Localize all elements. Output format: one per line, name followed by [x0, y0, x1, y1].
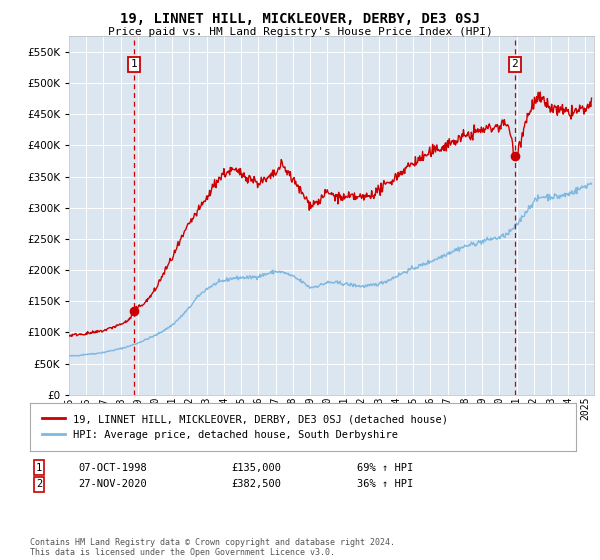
Text: 19, LINNET HILL, MICKLEOVER, DERBY, DE3 0SJ: 19, LINNET HILL, MICKLEOVER, DERBY, DE3 … — [120, 12, 480, 26]
Legend: 19, LINNET HILL, MICKLEOVER, DERBY, DE3 0SJ (detached house), HPI: Average price: 19, LINNET HILL, MICKLEOVER, DERBY, DE3 … — [38, 410, 452, 444]
Text: 69% ↑ HPI: 69% ↑ HPI — [357, 463, 413, 473]
Text: Contains HM Land Registry data © Crown copyright and database right 2024.
This d: Contains HM Land Registry data © Crown c… — [30, 538, 395, 557]
Text: 1: 1 — [36, 463, 42, 473]
Text: 27-NOV-2020: 27-NOV-2020 — [78, 479, 147, 489]
Text: £382,500: £382,500 — [231, 479, 281, 489]
Text: 1: 1 — [131, 59, 137, 69]
Text: 07-OCT-1998: 07-OCT-1998 — [78, 463, 147, 473]
Text: £135,000: £135,000 — [231, 463, 281, 473]
Text: 36% ↑ HPI: 36% ↑ HPI — [357, 479, 413, 489]
Text: Price paid vs. HM Land Registry's House Price Index (HPI): Price paid vs. HM Land Registry's House … — [107, 27, 493, 37]
Text: 2: 2 — [511, 59, 518, 69]
Text: 2: 2 — [36, 479, 42, 489]
